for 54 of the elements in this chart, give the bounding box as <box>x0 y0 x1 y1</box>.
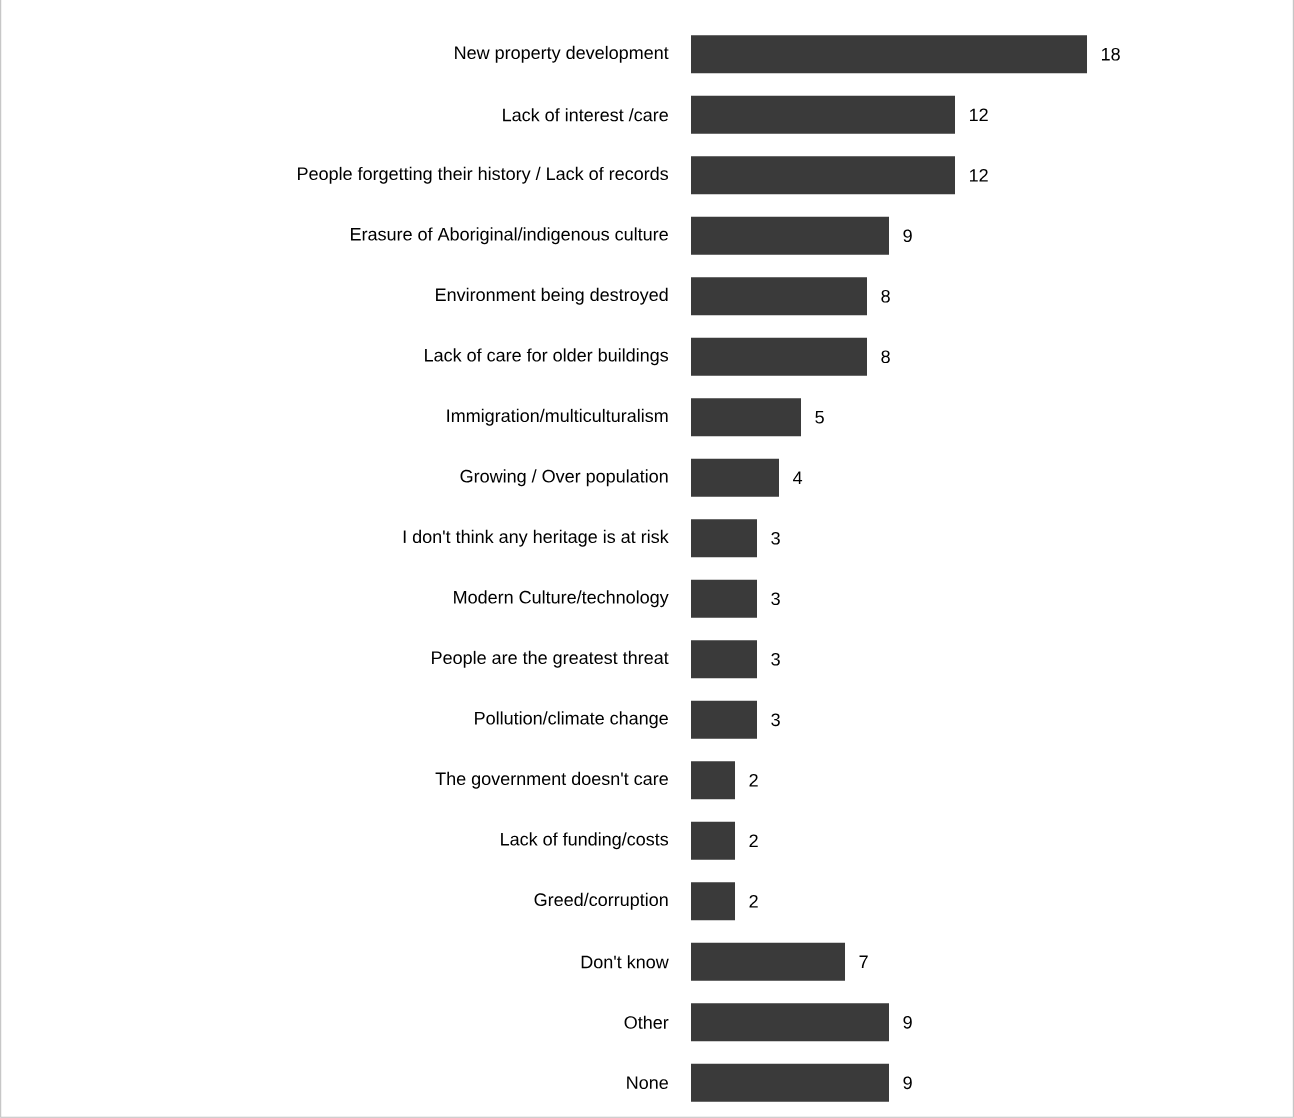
data-label: 2 <box>749 834 758 848</box>
bar <box>691 640 758 679</box>
data-label: 3 <box>771 531 780 545</box>
y-tick-label: The government doesn't care <box>435 771 668 789</box>
y-tick-label: People are the greatest threat <box>432 650 669 668</box>
data-label: 8 <box>881 289 890 303</box>
data-label: 3 <box>771 713 780 727</box>
data-label: 3 <box>771 592 780 606</box>
data-label: 18 <box>1101 47 1120 61</box>
data-label: 9 <box>903 229 912 243</box>
bar <box>691 821 736 860</box>
bar <box>691 1063 890 1102</box>
bar <box>691 579 758 618</box>
y-tick-label: Lack of funding/costs <box>501 832 669 850</box>
data-label: 3 <box>771 652 780 666</box>
y-tick-label: I don't think any heritage is at risk <box>403 529 669 547</box>
y-tick-label: None <box>627 1076 668 1090</box>
bar <box>691 216 890 255</box>
y-tick-label: Growing / Over population <box>460 469 668 487</box>
y-tick-label: Environment being destroyed <box>436 287 668 305</box>
data-label: 5 <box>815 410 824 424</box>
y-tick-label: Lack of care for older buildings <box>425 348 669 366</box>
data-label: 9 <box>903 1015 912 1029</box>
bar <box>691 156 956 195</box>
bar <box>691 519 758 558</box>
data-label: 4 <box>793 471 803 484</box>
data-label: 2 <box>749 894 758 908</box>
y-tick-label: Immigration/multiculturalism <box>447 408 668 426</box>
bar <box>691 761 736 800</box>
data-label: 9 <box>903 1076 912 1090</box>
data-label: 12 <box>969 168 988 182</box>
data-label: 7 <box>859 955 868 968</box>
bar <box>691 337 868 376</box>
y-tick-label: Lack of interest /care <box>503 108 668 122</box>
data-label: 2 <box>749 773 758 787</box>
bar <box>691 882 736 921</box>
y-tick-label: Other <box>624 1015 669 1029</box>
y-tick-label: Erasure of Aboriginal/indigenous culture <box>351 227 668 245</box>
bar <box>691 35 1088 74</box>
y-tick-label: Don't know <box>581 955 669 969</box>
bar <box>691 700 758 739</box>
data-label: 12 <box>969 108 988 122</box>
y-tick-label: People forgetting their history / Lack of records <box>298 166 669 184</box>
bar <box>691 1003 890 1042</box>
y-tick-label: Pollution/climate change <box>475 711 668 729</box>
bar <box>691 95 956 134</box>
data-label: 8 <box>881 350 890 364</box>
y-tick-label: Greed/corruption <box>534 892 668 910</box>
y-tick-label: Modern Culture/technology <box>454 590 669 608</box>
bar <box>691 942 846 981</box>
y-tick-label: New property development <box>455 45 669 63</box>
bar <box>691 277 868 316</box>
bar <box>691 458 780 497</box>
bar <box>691 398 802 437</box>
